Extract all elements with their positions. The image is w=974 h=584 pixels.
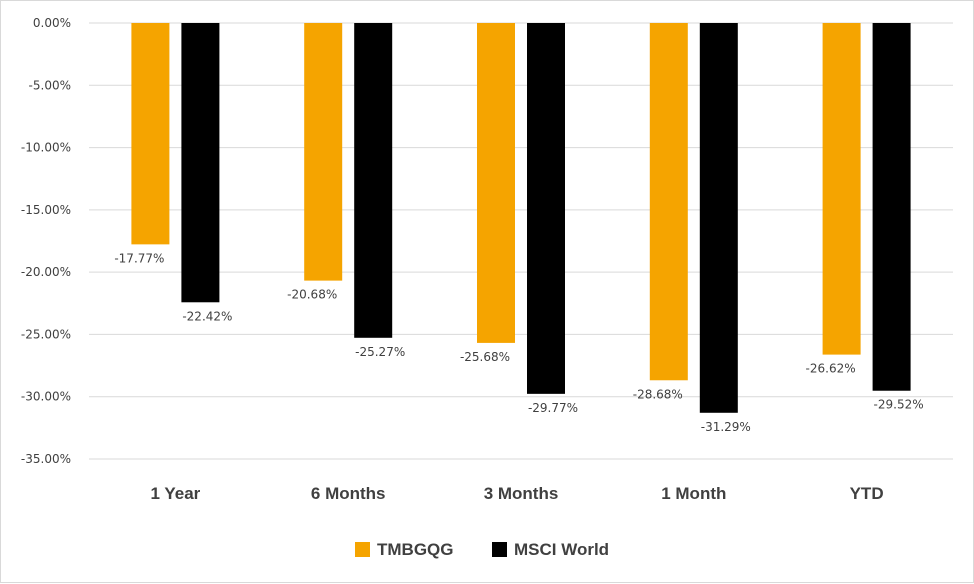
x-category-label: 6 Months	[311, 484, 386, 503]
data-label: -29.77%	[528, 401, 578, 415]
x-axis-categories: 1 Year 6 Months 3 Months 1 Month YTD	[151, 484, 884, 503]
bar-tmbgqg	[477, 23, 515, 343]
bar-msci-world	[181, 23, 220, 303]
data-label: -31.29%	[701, 420, 751, 434]
legend: TMBGQG MSCI World	[355, 540, 609, 559]
bar-tmbgqg	[304, 23, 343, 281]
data-label: -20.68%	[287, 288, 337, 302]
legend-swatch	[492, 542, 507, 557]
data-label: -17.77%	[114, 251, 164, 265]
bar-msci-world	[354, 23, 393, 338]
x-category-label: 3 Months	[484, 484, 559, 503]
x-category-label: YTD	[850, 484, 884, 503]
y-tick-label: -30.00%	[21, 390, 71, 404]
y-tick-label: -25.00%	[21, 327, 71, 341]
data-label: -28.68%	[633, 387, 683, 401]
bar-msci-world	[527, 23, 565, 394]
bar-msci-world	[699, 23, 738, 413]
y-tick-label: -15.00%	[21, 203, 71, 217]
data-label: -26.62%	[806, 362, 856, 376]
y-axis-ticks: 0.00% -5.00% -10.00% -15.00% -20.00% -25.00% -…	[21, 16, 71, 466]
legend-label: TMBGQG	[377, 540, 454, 559]
data-label: -29.52%	[874, 398, 924, 412]
data-labels: -17.77% -22.42% -20.68% -25.27% -25.68% -29.7…	[114, 251, 923, 433]
data-label: -25.68%	[460, 350, 510, 364]
data-label: -22.42%	[182, 309, 232, 323]
bar-msci-world	[872, 23, 911, 391]
y-tick-label: -10.00%	[21, 141, 71, 155]
y-tick-label: -20.00%	[21, 265, 71, 279]
bar-tmbgqg	[131, 23, 170, 245]
bar-tmbgqg	[649, 23, 688, 381]
y-tick-label: -5.00%	[29, 78, 71, 92]
legend-label: MSCI World	[514, 540, 609, 559]
gridlines	[89, 22, 953, 460]
legend-swatch	[355, 542, 370, 557]
x-category-label: 1 Year	[151, 484, 201, 503]
bars	[131, 23, 911, 413]
data-label: -25.27%	[355, 345, 405, 359]
y-tick-label: -35.00%	[21, 452, 71, 466]
bar-tmbgqg	[822, 23, 861, 355]
x-category-label: 1 Month	[661, 484, 726, 503]
y-tick-label: 0.00%	[33, 16, 71, 30]
